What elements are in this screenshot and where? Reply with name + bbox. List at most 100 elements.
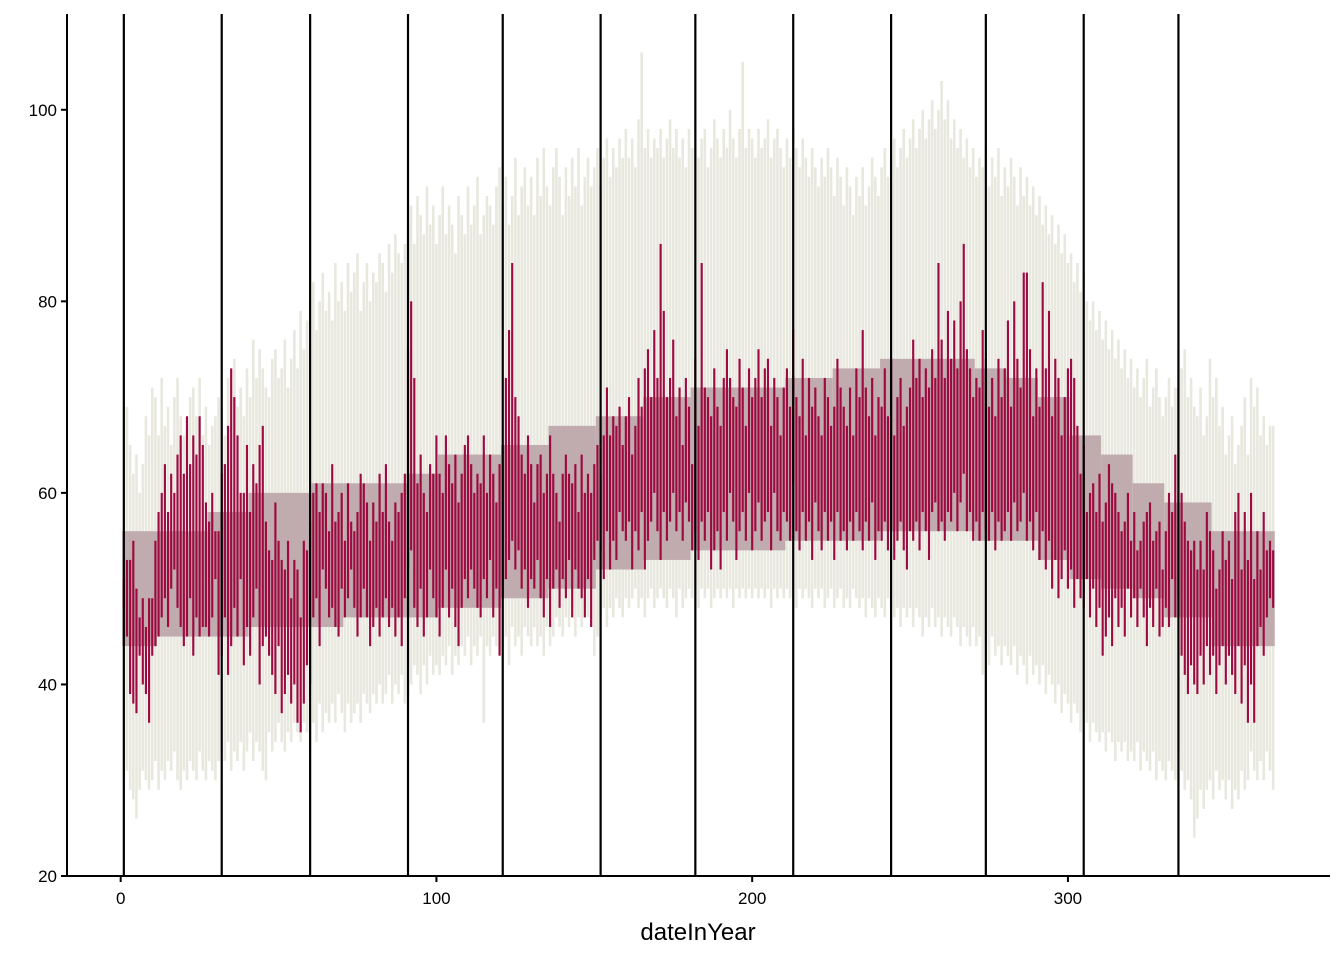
actual-bar (886, 416, 890, 551)
actual-bar (1057, 377, 1060, 599)
actual-bar (252, 464, 255, 618)
actual-bar (725, 349, 728, 541)
actual-bar (283, 569, 286, 695)
actual-bar (340, 492, 343, 589)
actual-bar (1231, 579, 1234, 675)
actual-bar (258, 445, 261, 685)
actual-bar (861, 330, 864, 551)
actual-bar (359, 473, 362, 618)
actual-bar (413, 377, 416, 608)
record-bar (567, 195, 571, 627)
actual-bar (217, 531, 220, 675)
actual-bar (631, 454, 634, 570)
actual-bar (201, 445, 204, 627)
actual-bar (1221, 531, 1224, 647)
x-tick-label: 0 (116, 889, 125, 908)
actual-bar (1013, 301, 1016, 503)
actual-bar (432, 473, 435, 599)
actual-bar (691, 464, 694, 551)
record-bar (678, 157, 681, 589)
actual-bar (1047, 310, 1051, 541)
actual-bar (564, 454, 567, 599)
actual-bar (264, 521, 267, 637)
record-bar (447, 205, 451, 647)
actual-bar (397, 512, 400, 618)
actual-bar (788, 406, 792, 541)
actual-bar (208, 521, 211, 637)
actual-bar (447, 464, 451, 618)
actual-bar (1152, 540, 1155, 627)
record-bar (611, 148, 615, 618)
record-bar (750, 138, 754, 599)
actual-bar (653, 330, 656, 493)
y-tick-label: 100 (29, 101, 57, 120)
actual-bar (239, 492, 242, 580)
actual-bar (435, 435, 438, 618)
y-tick-label: 20 (38, 867, 57, 886)
actual-bar (1060, 435, 1063, 580)
actual-bar (1101, 521, 1104, 656)
actual-bar (321, 483, 324, 570)
actual-bar (1205, 512, 1208, 647)
actual-bar (419, 454, 422, 589)
actual-bar (1237, 492, 1240, 647)
actual-bar (953, 320, 956, 493)
record-bar (820, 157, 823, 589)
actual-bar (1218, 569, 1221, 666)
actual-bar (274, 502, 277, 695)
actual-bar (1016, 358, 1019, 532)
record-bar (608, 176, 612, 608)
actual-bar (552, 473, 555, 589)
actual-bar (157, 512, 160, 637)
actual-bar (466, 435, 470, 599)
actual-bar (833, 406, 836, 560)
record-bar (378, 253, 381, 685)
record-bar (577, 148, 580, 618)
actual-bar (877, 397, 880, 532)
record-bar (425, 186, 429, 685)
actual-bar (479, 483, 482, 618)
actual-bar (141, 598, 144, 685)
record-bar (776, 128, 779, 599)
actual-bar (277, 540, 280, 647)
actual-bar (163, 464, 166, 599)
actual-bar (375, 521, 378, 608)
actual-bar (185, 416, 189, 637)
actual-bar (542, 492, 545, 618)
actual-bar (346, 483, 350, 599)
actual-bar (706, 397, 710, 513)
record-bar (394, 234, 397, 685)
record-bar (675, 128, 678, 618)
record-bar (555, 148, 558, 618)
actual-bar (381, 512, 384, 618)
record-bar (542, 148, 546, 656)
actual-bar (659, 243, 662, 560)
actual-bar (820, 435, 823, 551)
actual-bar (1136, 550, 1139, 627)
actual-bar (1189, 550, 1193, 666)
actual-bar (545, 473, 549, 580)
actual-bar (315, 483, 318, 599)
record-bar (416, 195, 419, 675)
record-bar (681, 138, 685, 608)
record-bar (605, 138, 609, 627)
actual-bar (1063, 397, 1066, 551)
actual-bar (1174, 454, 1177, 618)
actual-bar (1098, 473, 1101, 608)
actual-bar (1167, 492, 1171, 627)
actual-bar (640, 406, 643, 513)
record-bar (520, 186, 523, 656)
actual-bar (1199, 540, 1202, 656)
actual-bar (662, 310, 665, 513)
normal-band-segment (248, 492, 312, 627)
actual-bar (751, 397, 754, 551)
actual-bar (558, 521, 561, 608)
actual-bar (451, 483, 454, 589)
record-bar (533, 215, 536, 627)
actual-bar (804, 435, 807, 541)
actual-bar (416, 483, 419, 627)
actual-bar (249, 512, 252, 656)
actual-bar (255, 483, 258, 589)
actual-bar (1041, 282, 1044, 532)
